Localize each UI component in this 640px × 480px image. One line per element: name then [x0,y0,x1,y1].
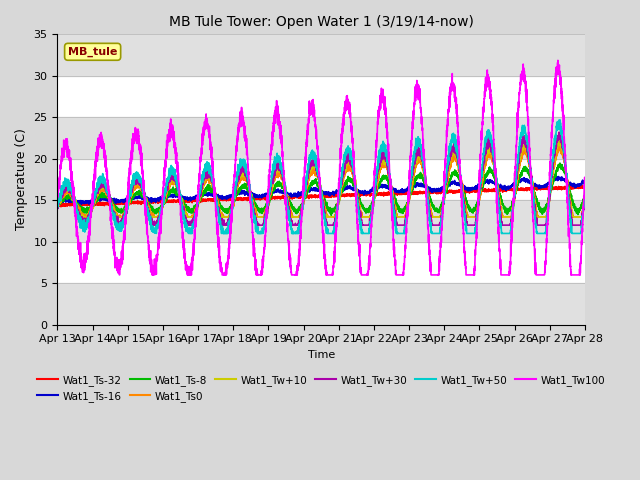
Text: MB_tule: MB_tule [68,47,117,57]
X-axis label: Time: Time [307,350,335,360]
Bar [58,200,585,242]
Bar [58,117,585,159]
Title: MB Tule Tower: Open Water 1 (3/19/14-now): MB Tule Tower: Open Water 1 (3/19/14-now… [169,15,474,29]
Legend: Wat1_Ts-32, Wat1_Ts-16, Wat1_Ts-8, Wat1_Ts0, Wat1_Tw+10, Wat1_Tw+30, Wat1_Tw+50,: Wat1_Ts-32, Wat1_Ts-16, Wat1_Ts-8, Wat1_… [33,371,609,406]
Bar [58,283,585,324]
Bar [58,35,585,76]
Y-axis label: Temperature (C): Temperature (C) [15,129,28,230]
